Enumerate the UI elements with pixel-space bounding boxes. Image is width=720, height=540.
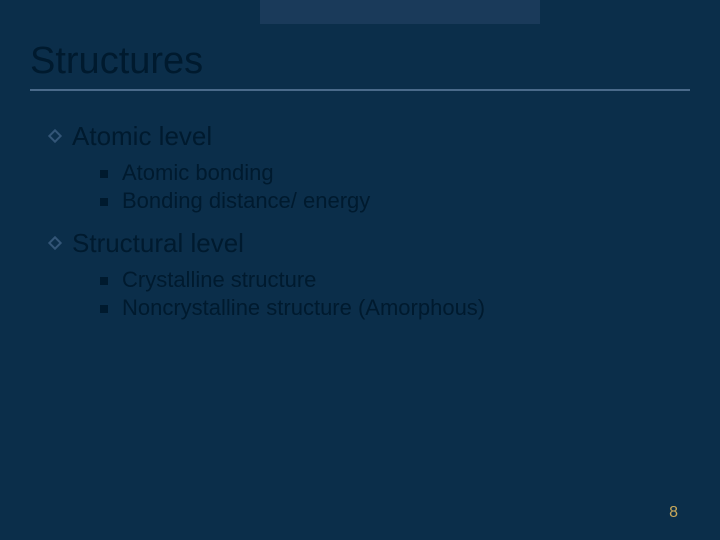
square-bullet-icon	[100, 277, 108, 285]
square-bullet-icon	[100, 198, 108, 206]
square-bullet-icon	[100, 170, 108, 178]
bullet-level1: Atomic level	[50, 121, 690, 152]
level2-group: Atomic bonding Bonding distance/ energy	[50, 160, 690, 214]
square-bullet-icon	[100, 305, 108, 313]
bullet-level2: Noncrystalline structure (Amorphous)	[100, 295, 690, 321]
slide-content: Atomic level Atomic bonding Bonding dist…	[30, 121, 690, 321]
level2-label: Atomic bonding	[122, 160, 274, 186]
slide: Structures Atomic level Atomic bonding B…	[0, 0, 720, 540]
diamond-bullet-icon	[48, 129, 62, 143]
bullet-level1: Structural level	[50, 228, 690, 259]
level2-group: Crystalline structure Noncrystalline str…	[50, 267, 690, 321]
level1-label: Structural level	[72, 228, 244, 259]
level2-label: Bonding distance/ energy	[122, 188, 370, 214]
level1-label: Atomic level	[72, 121, 212, 152]
level2-label: Noncrystalline structure (Amorphous)	[122, 295, 485, 321]
bullet-level2: Crystalline structure	[100, 267, 690, 293]
title-underline	[30, 89, 690, 91]
slide-title: Structures	[30, 40, 690, 83]
bullet-level2: Atomic bonding	[100, 160, 690, 186]
diamond-bullet-icon	[48, 236, 62, 250]
bullet-level2: Bonding distance/ energy	[100, 188, 690, 214]
level2-label: Crystalline structure	[122, 267, 316, 293]
page-number: 8	[669, 504, 678, 522]
